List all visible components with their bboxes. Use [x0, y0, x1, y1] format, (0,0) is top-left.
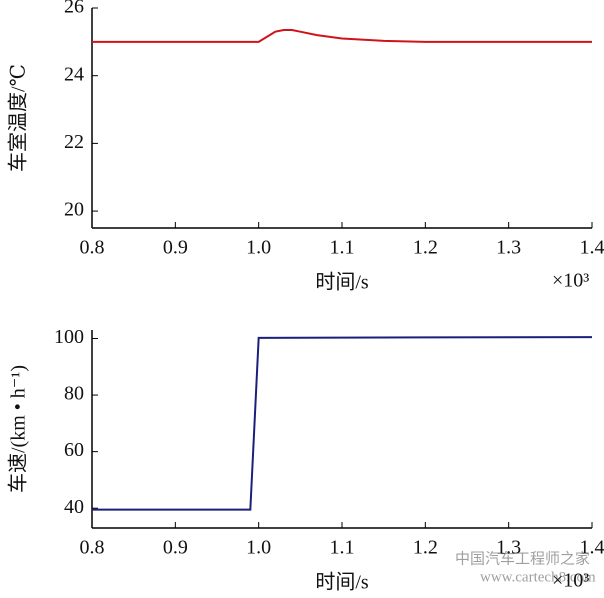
x-tick-label: 0.9	[163, 537, 188, 559]
x-tick-label: 0.8	[80, 537, 105, 559]
x-multiplier: ×10³	[552, 270, 589, 292]
y-tick-label: 60	[64, 439, 84, 461]
data-line	[92, 336, 593, 511]
x-axis-label: 时间/s	[315, 571, 369, 594]
data-line	[92, 29, 592, 43]
x-tick-label: 0.9	[163, 237, 188, 259]
y-tick-label: 80	[64, 383, 84, 405]
x-tick-label: 1.4	[580, 537, 604, 559]
x-tick-label: 0.8	[80, 237, 105, 259]
x-axis-label: 时间/s	[315, 271, 369, 294]
y-tick-label: 26	[64, 0, 84, 18]
y-tick-label: 20	[64, 199, 84, 221]
watermark: 中国汽车工程师之家	[455, 550, 590, 567]
y-axis-label: 车速/(km • h⁻¹)	[7, 365, 30, 493]
x-tick-label: 1.0	[246, 537, 271, 559]
x-tick-label: 1.2	[413, 537, 438, 559]
y-tick-label: 100	[54, 326, 84, 348]
y-tick-label: 22	[64, 131, 84, 153]
y-tick-label: 40	[64, 496, 84, 518]
watermark: www.cartech8.com	[480, 569, 596, 585]
y-axis-label: 车室温度/℃	[7, 64, 30, 172]
x-tick-label: 1.3	[496, 237, 521, 259]
x-tick-label: 1.3	[496, 537, 521, 559]
y-tick-label: 24	[64, 63, 84, 85]
x-tick-label: 1.1	[330, 537, 355, 559]
x-tick-label: 1.0	[246, 237, 271, 259]
x-multiplier: ×10³	[552, 570, 589, 592]
x-tick-label: 1.2	[413, 237, 438, 259]
x-tick-label: 1.4	[580, 237, 604, 259]
x-tick-label: 1.1	[330, 237, 355, 259]
